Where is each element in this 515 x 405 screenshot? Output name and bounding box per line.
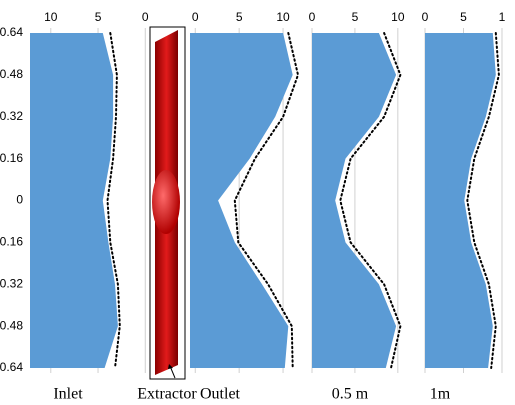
profile-area (30, 33, 118, 368)
x-tick-label: 0 (309, 10, 316, 24)
y-tick-label: 0.16 (0, 151, 23, 165)
x-tick-label: 0 (192, 10, 199, 24)
y-tick-label: 0.32 (0, 276, 23, 290)
x-tick-label: 10 (44, 10, 58, 24)
panel-caption: 1m (430, 386, 451, 403)
y-tick-label: 0.16 (0, 235, 23, 249)
x-tick-label: 5 (460, 10, 467, 24)
y-tick-label: 0 (16, 193, 23, 207)
y-tick-label: 0.64 (0, 25, 23, 39)
y-tick-label: 0.32 (0, 109, 23, 123)
x-tick-label: 5 (352, 10, 359, 24)
figure: Extractor 10500.640.480.320.1600.160.320… (0, 0, 515, 405)
x-tick-label: 5 (236, 10, 243, 24)
x-tick-label: 5 (95, 10, 102, 24)
x-tick-label: 10 (276, 10, 290, 24)
x-tick-label: 1 (499, 10, 506, 24)
y-tick-label: 0.48 (0, 67, 23, 81)
extractor-label: Extractor (137, 386, 197, 403)
extractor-image (150, 27, 185, 379)
panel-caption: Inlet (53, 386, 83, 403)
profile-area (312, 33, 396, 368)
y-tick-label: 0.64 (0, 360, 23, 374)
x-tick-label: 10 (391, 10, 405, 24)
panel-caption: 0.5 m (332, 386, 369, 403)
y-tick-label: 0.48 (0, 318, 23, 332)
x-tick-label: 0 (422, 10, 429, 24)
profile-area (190, 33, 293, 368)
panel-caption: Outlet (200, 386, 241, 403)
profile-area (425, 33, 496, 368)
x-tick-label: 0 (142, 10, 149, 24)
